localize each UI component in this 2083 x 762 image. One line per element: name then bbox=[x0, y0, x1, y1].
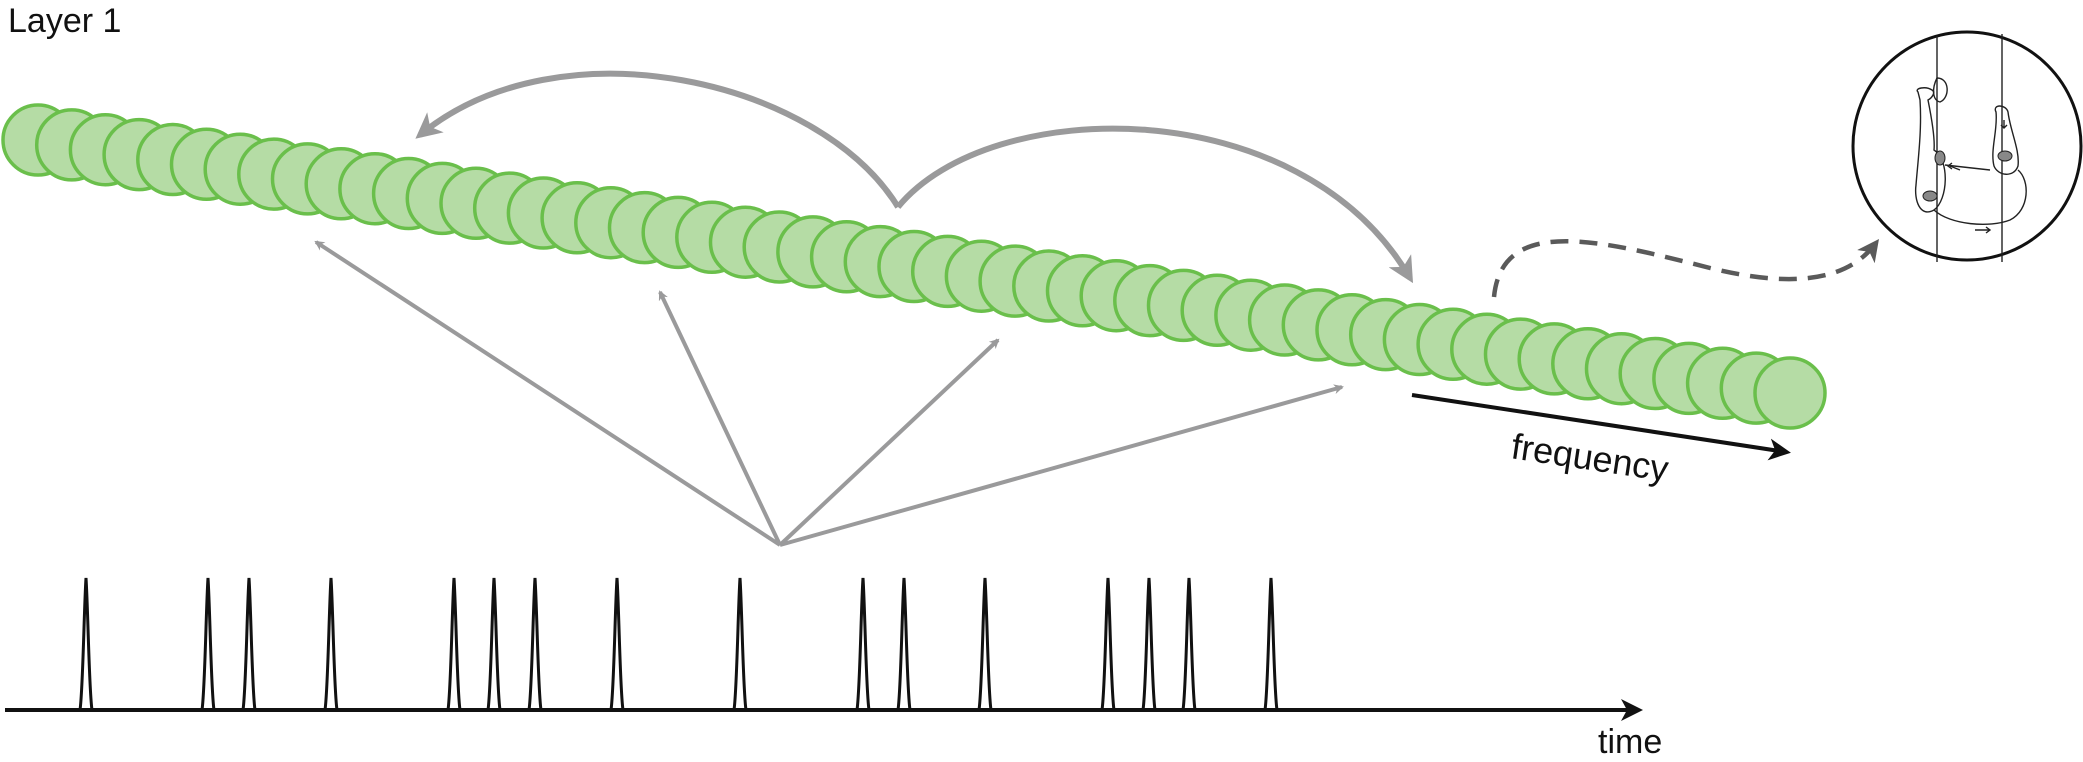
spike bbox=[734, 578, 746, 710]
time-axis: time bbox=[5, 710, 1662, 761]
layer-title: Layer 1 bbox=[8, 2, 121, 40]
spike bbox=[448, 578, 460, 710]
spike bbox=[1102, 578, 1114, 710]
frequency-label: frequency bbox=[1509, 425, 1671, 489]
fan-arrow-1 bbox=[316, 242, 780, 545]
spike bbox=[898, 578, 910, 710]
time-label: time bbox=[1598, 723, 1662, 761]
spike bbox=[979, 578, 991, 710]
dashed-arrow-to-inset bbox=[1494, 241, 1876, 297]
neuron-sketch-icon bbox=[1853, 32, 2081, 262]
spike bbox=[243, 578, 255, 710]
spike bbox=[80, 578, 92, 710]
resonator-circle bbox=[1755, 358, 1825, 428]
spike bbox=[488, 578, 500, 710]
spike-train bbox=[80, 578, 1277, 710]
resonator-chain bbox=[3, 105, 1825, 428]
spike bbox=[529, 578, 541, 710]
spike bbox=[1143, 578, 1155, 710]
spike bbox=[1183, 578, 1195, 710]
spike bbox=[325, 578, 337, 710]
spike bbox=[611, 578, 623, 710]
spike bbox=[857, 578, 869, 710]
spike bbox=[1265, 578, 1277, 710]
spike bbox=[202, 578, 214, 710]
inset-circle bbox=[1853, 32, 2081, 260]
